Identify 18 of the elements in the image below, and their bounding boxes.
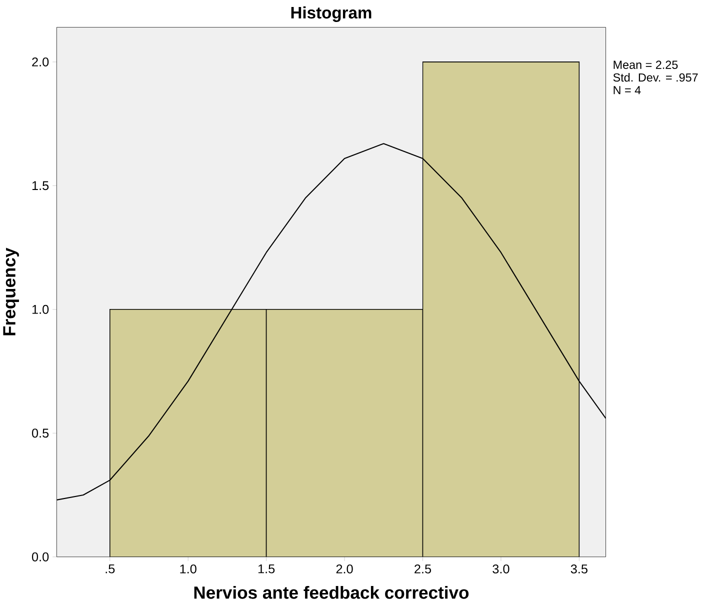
x-tick-label: 1.0 — [180, 564, 196, 574]
chart-title: Histogram — [291, 6, 372, 22]
x-tick-label: 3.0 — [492, 564, 510, 574]
text: N = 4 — [614, 86, 641, 94]
x-tick-label: 2.0 — [336, 564, 353, 574]
x-tick-label: 3.5 — [570, 564, 588, 574]
x-tick-label: 2.5 — [414, 564, 432, 574]
y-tick-label: 0.5 — [32, 428, 49, 438]
y-tick-label: 1.5 — [32, 181, 49, 190]
y-axis-title: Frequency — [3, 248, 19, 336]
x-tick-label: 1.5 — [258, 564, 275, 574]
y-tick-label: 0.0 — [32, 552, 49, 562]
text: Std. Dev. = .957 — [613, 72, 698, 82]
y-tick-label: 2.0 — [32, 57, 49, 66]
y-tick-label: 1.0 — [32, 304, 49, 314]
text: Mean = 2.25 — [614, 60, 678, 69]
x-axis-title: Nervios ante feedback correctivo — [194, 586, 469, 599]
x-tick-label: .5 — [106, 564, 115, 574]
